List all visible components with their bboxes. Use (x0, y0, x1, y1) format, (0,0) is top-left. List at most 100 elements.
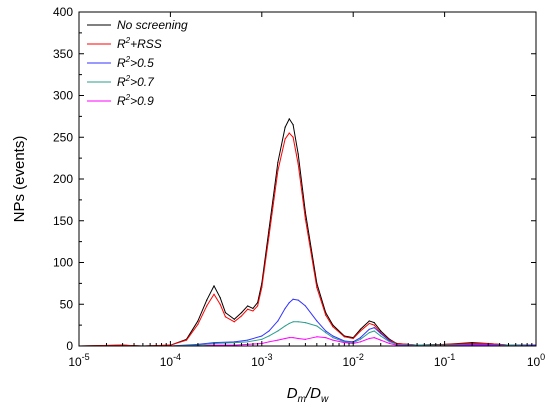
legend: No screening R2+RSS R2>0.5 R2>0.7 R2>0.9 (87, 18, 188, 108)
y-tick-label: 150 (53, 214, 73, 228)
legend-entry: R2>0.9 (87, 93, 154, 108)
legend-label: R2+RSS (117, 36, 162, 51)
x-title-num: D (287, 385, 298, 402)
data-point (325, 337, 327, 339)
x-tick-label: 10-4 (160, 352, 181, 369)
y-tick-label: 250 (53, 130, 73, 144)
x-title-den: D (310, 385, 321, 402)
data-point (325, 314, 327, 316)
data-point (277, 170, 279, 172)
data-point (368, 320, 370, 322)
data-point (247, 305, 249, 307)
data-point (380, 332, 382, 335)
data-point (368, 328, 370, 330)
data-point (359, 338, 362, 340)
data-point (233, 321, 235, 323)
data-point (380, 330, 382, 332)
data-point (352, 337, 354, 340)
data-point (224, 316, 227, 318)
series-line-1 (79, 132, 536, 346)
data-point (292, 136, 294, 138)
x-tick-label: 10-2 (343, 352, 364, 369)
y-tick-label: 0 (66, 339, 73, 353)
data-point (252, 310, 254, 312)
data-point (292, 298, 294, 300)
y-tick-label: 400 (53, 5, 73, 19)
legend-entry: R2+RSS (87, 36, 162, 51)
legend-label: R2>0.9 (117, 93, 154, 108)
data-point (332, 335, 334, 337)
legend-label: R2>0.5 (117, 55, 154, 70)
data-point (292, 337, 294, 339)
data-point (297, 153, 299, 155)
data-point (325, 330, 327, 332)
data-point (373, 337, 375, 339)
data-point (206, 299, 208, 301)
x-axis: 10-5 10-4 10-3 10-2 10-1 100 (68, 12, 545, 369)
data-point (304, 211, 307, 213)
legend-label: No screening (117, 18, 188, 32)
data-point (197, 323, 199, 325)
data-point (233, 318, 235, 320)
data-point (373, 330, 375, 332)
data-point (373, 322, 375, 324)
data-point (359, 330, 362, 332)
x-title-num-sub: m (298, 394, 306, 405)
data-point (247, 339, 249, 341)
y-tick-label: 300 (53, 89, 73, 103)
data-point (261, 286, 263, 289)
data-point (261, 335, 263, 337)
data-point (185, 339, 188, 341)
data-point (380, 339, 382, 341)
data-point (332, 339, 334, 341)
legend-entry: R2>0.7 (87, 74, 155, 89)
data-point (247, 341, 249, 343)
data-point (316, 320, 318, 322)
data-point (284, 325, 286, 327)
data-point (292, 124, 294, 126)
legend-entry: No screening (87, 18, 188, 32)
data-point (240, 312, 243, 314)
data-point (213, 285, 215, 287)
data-point (343, 342, 345, 344)
y-tick-label: 100 (53, 256, 73, 270)
data-point (297, 163, 299, 165)
data-point (240, 315, 243, 317)
data-point (197, 320, 199, 322)
data-point (284, 138, 286, 140)
data-point (288, 301, 290, 304)
series-line-3 (79, 321, 536, 346)
legend-label: R2>0.7 (117, 74, 155, 89)
data-point (268, 228, 270, 230)
data-point (224, 312, 227, 314)
y-axis: 0 50 100 150 200 250 300 350 400 (53, 5, 536, 353)
data-point (368, 322, 370, 325)
data-point (388, 341, 391, 343)
data-point (268, 341, 270, 343)
data-point (368, 332, 370, 334)
data-point (304, 338, 307, 340)
data-point (359, 341, 362, 343)
x-title-den-sub: w (321, 394, 329, 405)
data-point (316, 286, 318, 289)
data-point (247, 308, 249, 310)
data-point (288, 132, 290, 134)
data-point (359, 337, 362, 339)
data-point (213, 342, 215, 344)
x-tick-label: 10-5 (68, 352, 89, 369)
data-point (261, 338, 263, 340)
x-axis-title: Dm/Dw (287, 385, 329, 405)
data-point (277, 320, 279, 322)
data-point (359, 328, 362, 330)
data-point (380, 335, 382, 337)
data-point (343, 336, 345, 338)
data-point (213, 293, 215, 295)
data-point (288, 118, 290, 120)
data-point (373, 327, 375, 329)
data-point (297, 337, 299, 340)
data-point (219, 296, 221, 299)
data-point (233, 341, 235, 343)
x-title-sep: / (305, 385, 312, 402)
data-point (277, 161, 279, 163)
